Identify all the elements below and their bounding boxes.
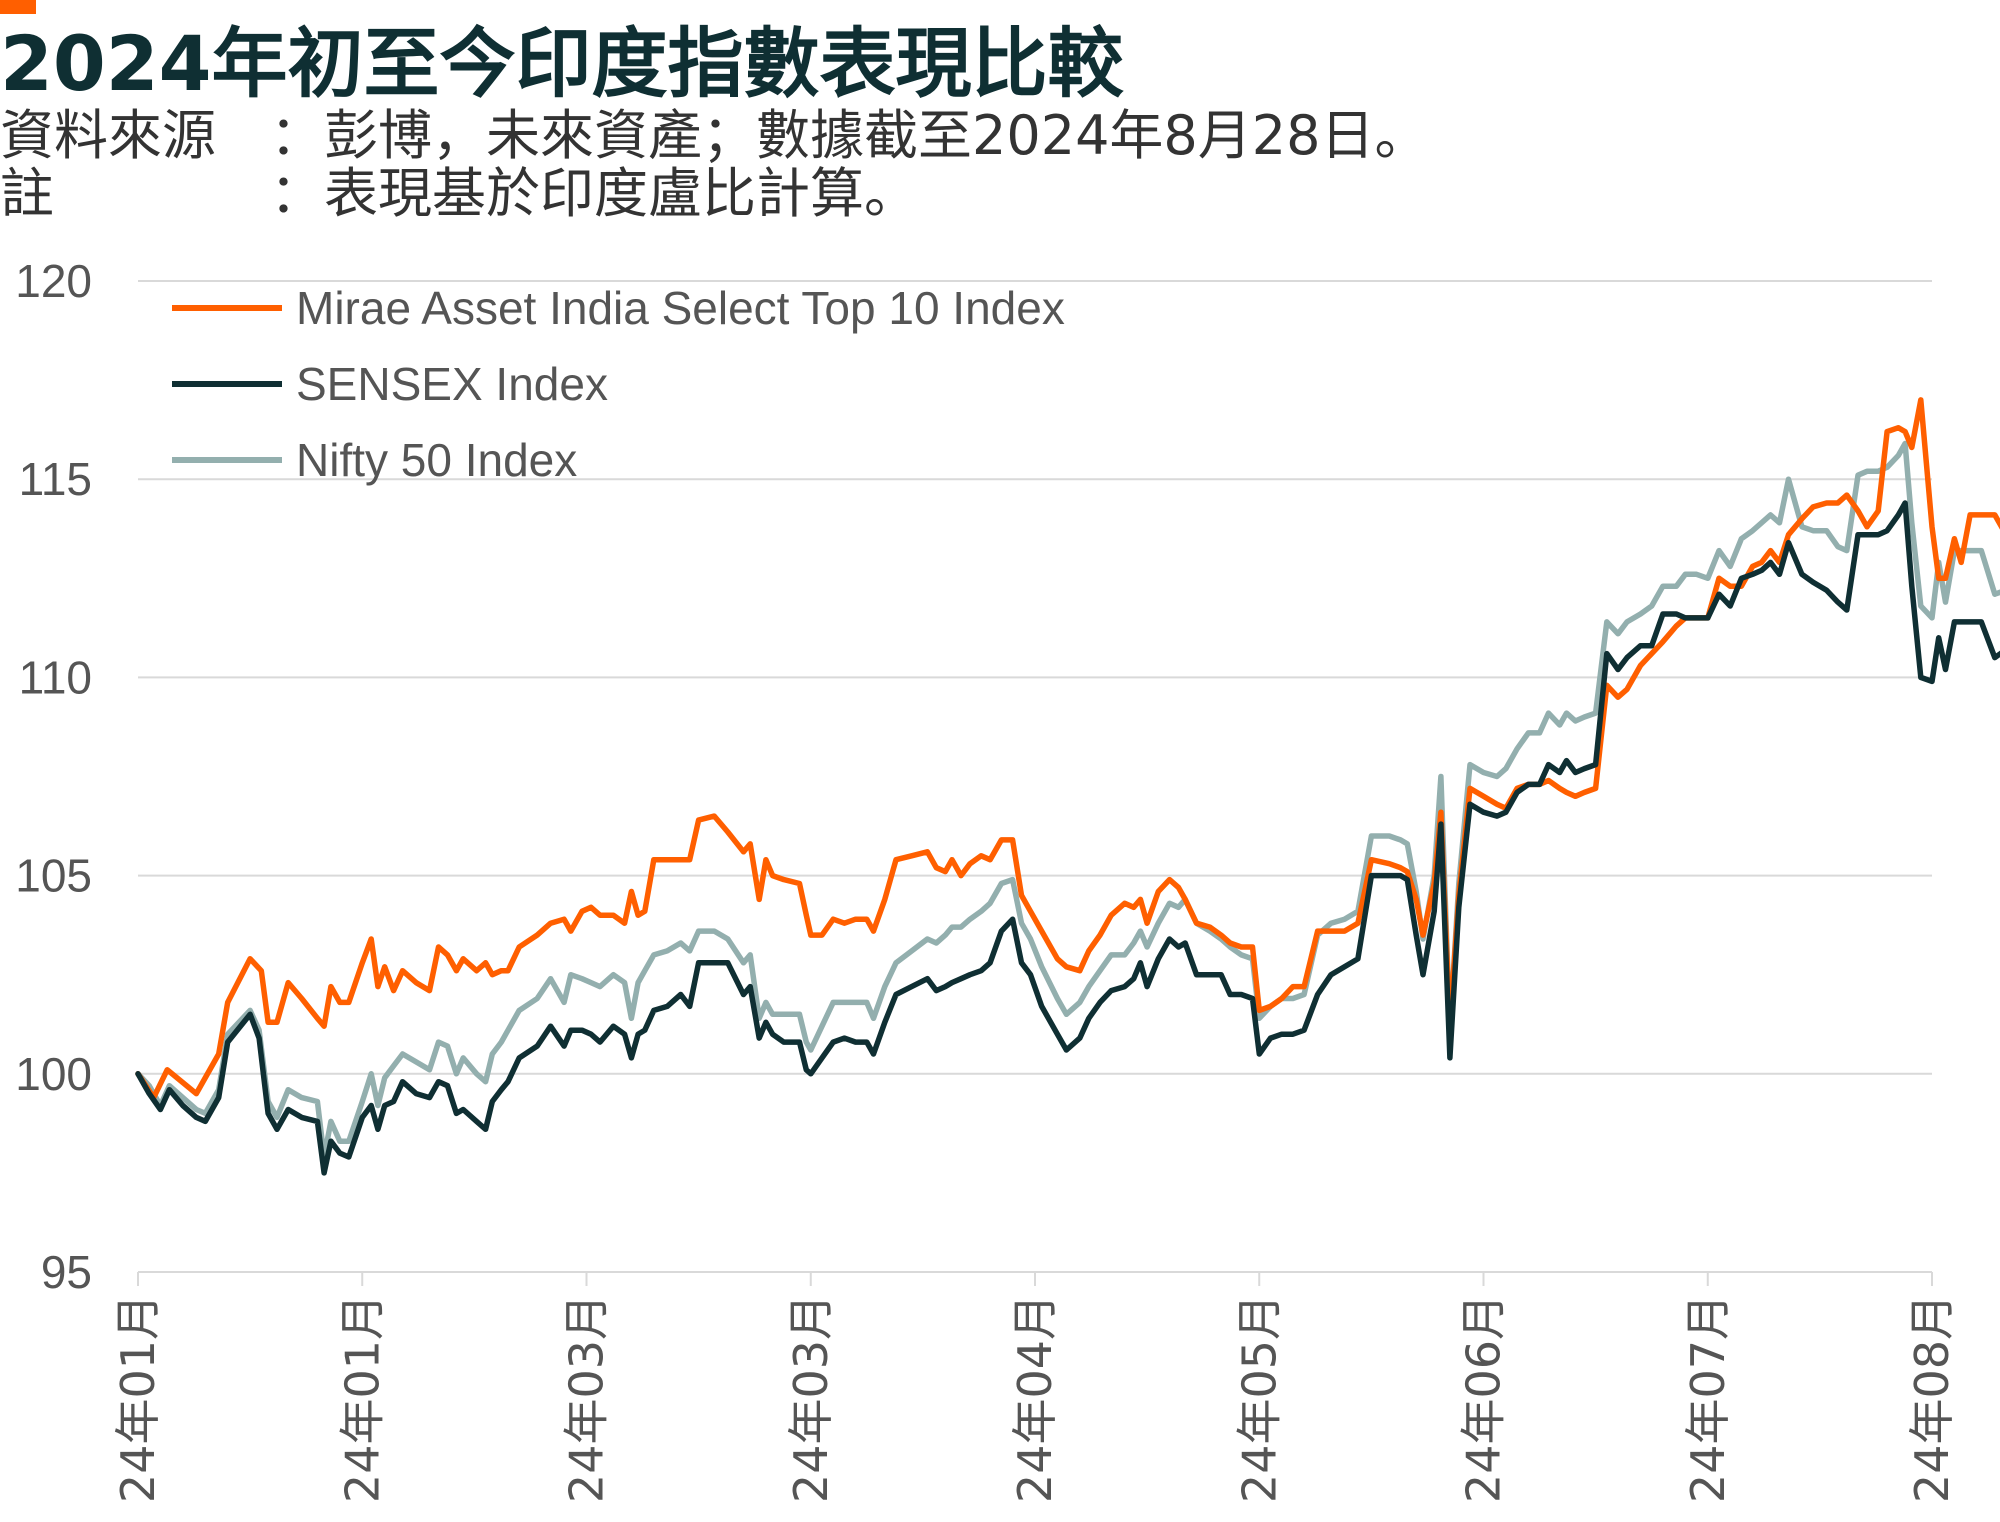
series-line-0 xyxy=(135,397,2000,1101)
x-tick-label: 24年01月 xyxy=(111,1294,165,1503)
source-row: 資料來源 ：彭博，未來資產；數據截至2024年8月28日。 xyxy=(0,104,1429,167)
y-tick-label: 100 xyxy=(15,1048,92,1100)
accent-bar xyxy=(0,0,36,14)
y-tick-label: 105 xyxy=(15,850,92,902)
x-tick-label: 24年08月 xyxy=(1905,1294,1959,1503)
x-tick-label: 24年07月 xyxy=(1681,1294,1735,1503)
series-line-1 xyxy=(135,500,2000,1176)
x-tick-label: 24年04月 xyxy=(1008,1294,1062,1503)
source-text: ：彭博，未來資產；數據截至2024年8月28日。 xyxy=(270,104,1429,167)
legend-label: SENSEX Index xyxy=(296,358,608,410)
note-row: 註 ：表現基於印度盧比計算。 xyxy=(0,162,918,225)
x-tick-label: 24年01月 xyxy=(335,1294,389,1503)
series-line-2 xyxy=(135,440,2000,1160)
x-tick-label: 24年03月 xyxy=(784,1294,838,1503)
source-label: 資料來源 xyxy=(0,104,216,167)
y-tick-label: 120 xyxy=(15,255,92,307)
y-tick-label: 115 xyxy=(19,453,92,505)
y-tick-label: 95 xyxy=(41,1246,92,1298)
x-axis: 24年01月 24年01月 24年03月 24年03月 24年04月 24年05月 24年0… xyxy=(111,1271,1959,1503)
legend-label: Mirae Asset India Select Top 10 Index xyxy=(296,282,1065,334)
y-axis-ticks: 95 100 105 110 115 120 xyxy=(15,255,92,1298)
x-tick-label: 24年05月 xyxy=(1232,1294,1286,1503)
note-text: ：表現基於印度盧比計算。 xyxy=(270,162,918,225)
chart-title: 2024年初至今印度指數表現比較 xyxy=(0,19,1124,108)
x-tick-label: 24年03月 xyxy=(560,1294,614,1503)
series-lines xyxy=(135,397,2000,1176)
x-tick-label: 24年06月 xyxy=(1457,1294,1511,1503)
legend-label: Nifty 50 Index xyxy=(296,434,577,486)
legend: Mirae Asset India Select Top 10 Index SEN… xyxy=(172,282,1065,486)
note-label: 註 xyxy=(0,162,54,225)
gridlines xyxy=(138,280,1932,1075)
y-tick-label: 110 xyxy=(19,651,92,703)
